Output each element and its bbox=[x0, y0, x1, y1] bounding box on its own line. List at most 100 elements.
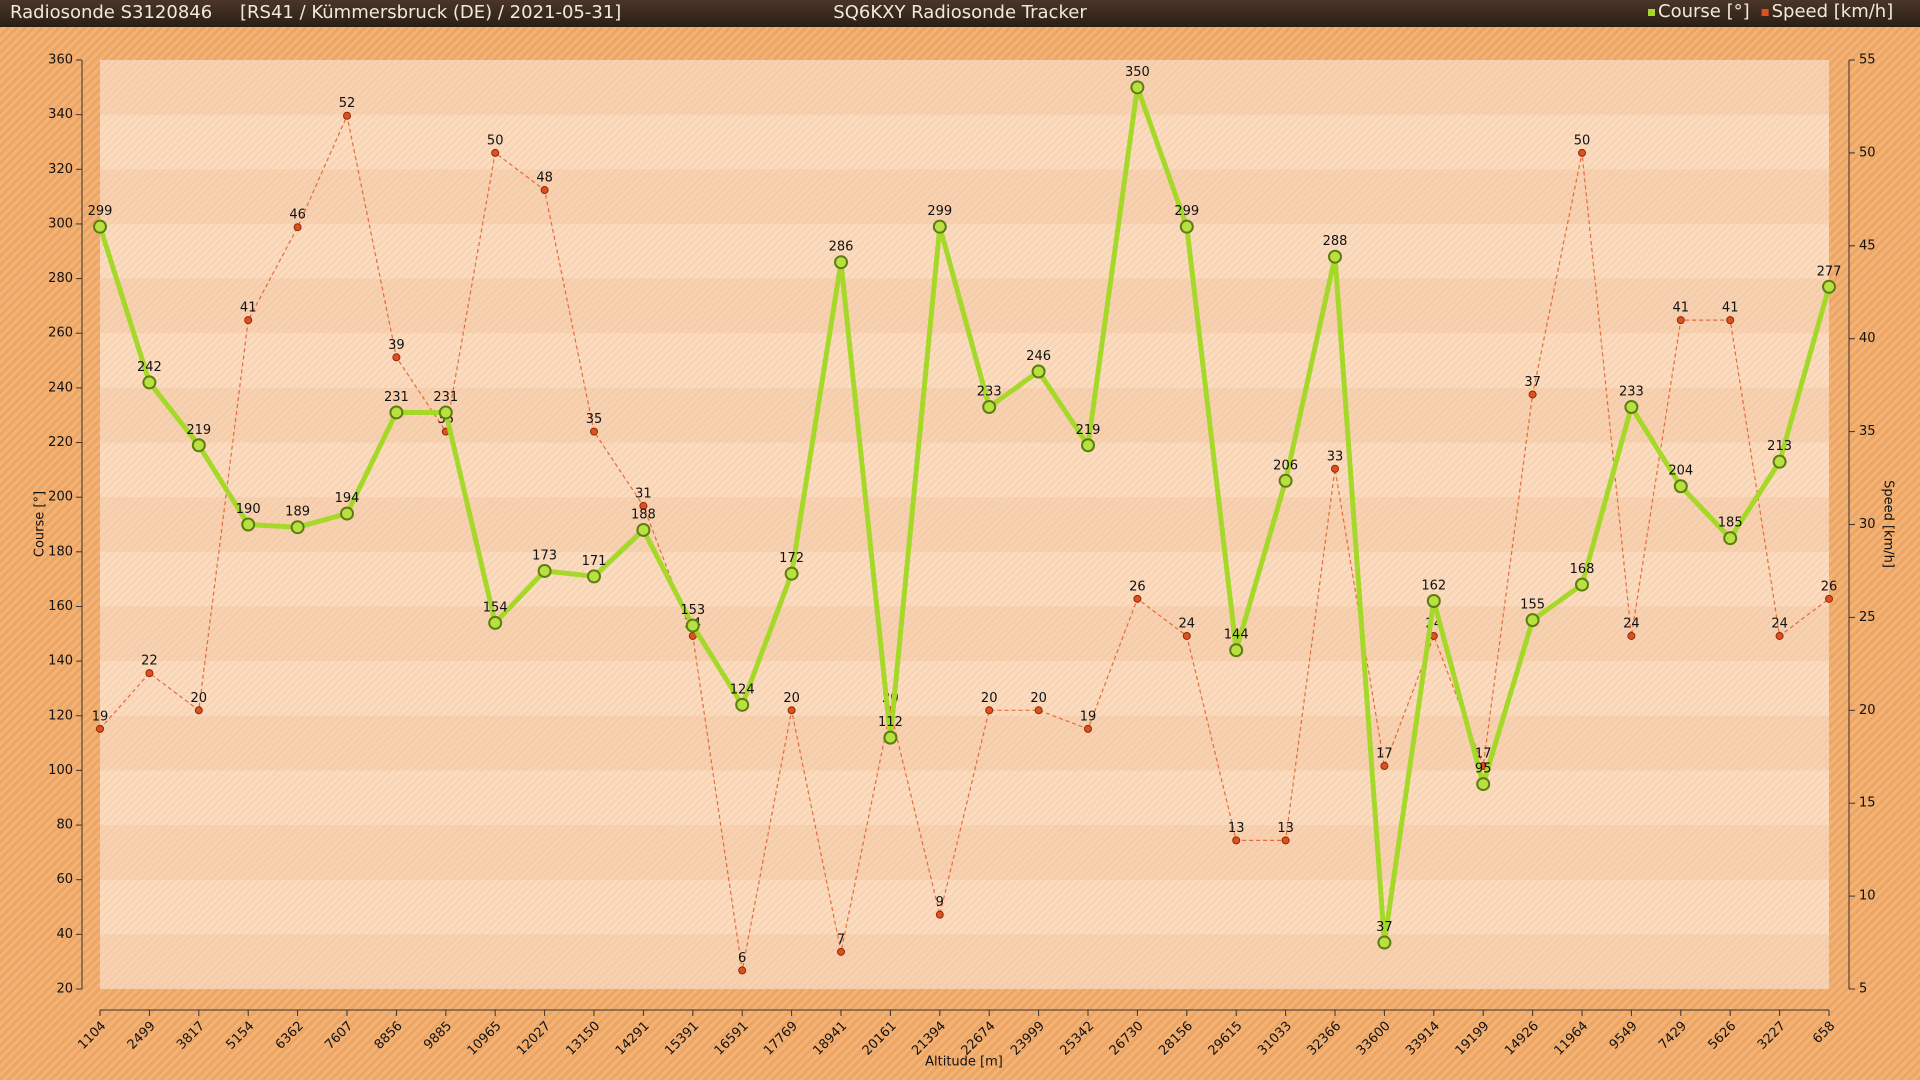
speed-point bbox=[1084, 724, 1092, 733]
speed-point bbox=[590, 427, 598, 436]
course-point bbox=[735, 697, 750, 712]
course-point bbox=[438, 405, 453, 420]
y-tick-label: 200 bbox=[48, 490, 73, 505]
chart-title: SQ6KXY Radiosonde Tracker bbox=[833, 2, 1087, 23]
data-label: 33 bbox=[1327, 449, 1344, 464]
speed-point bbox=[1380, 762, 1389, 771]
speed-point bbox=[1133, 594, 1142, 603]
data-label: 233 bbox=[977, 385, 1002, 400]
data-label: 299 bbox=[1174, 204, 1199, 219]
data-label: 185 bbox=[1718, 516, 1743, 531]
y2-tick-label: 35 bbox=[1859, 424, 1876, 439]
course-point bbox=[1723, 531, 1738, 546]
course-point bbox=[93, 219, 107, 234]
plot-band bbox=[100, 60, 1829, 115]
course-point bbox=[191, 438, 206, 453]
y2-tick-label: 55 bbox=[1859, 53, 1876, 68]
data-label: 41 bbox=[1722, 301, 1739, 316]
course-point bbox=[1476, 777, 1491, 792]
data-label: 19 bbox=[1080, 709, 1097, 724]
y-tick-label: 280 bbox=[48, 271, 73, 286]
speed-point bbox=[1281, 836, 1290, 845]
speed-point bbox=[738, 966, 747, 975]
data-label: 286 bbox=[829, 240, 854, 255]
y-tick-label: 20 bbox=[56, 982, 73, 997]
course-point bbox=[587, 569, 601, 584]
y2-tick-label: 15 bbox=[1859, 796, 1876, 811]
plot-band bbox=[100, 497, 1829, 552]
y-tick-label: 60 bbox=[56, 872, 73, 887]
data-label: 299 bbox=[927, 204, 952, 219]
plot-band bbox=[100, 715, 1829, 771]
data-label: 277 bbox=[1817, 264, 1842, 279]
course-point bbox=[784, 566, 799, 581]
data-label: 171 bbox=[582, 554, 607, 569]
y-tick-label: 40 bbox=[56, 927, 73, 942]
data-label: 41 bbox=[1673, 301, 1690, 316]
speed-point bbox=[540, 186, 549, 195]
data-label: 162 bbox=[1421, 579, 1446, 594]
speed-point bbox=[145, 669, 154, 678]
data-label: 112 bbox=[878, 715, 903, 730]
course-point bbox=[488, 615, 503, 630]
data-label: 26 bbox=[1129, 579, 1146, 594]
data-label: 13 bbox=[1228, 821, 1245, 836]
course-point bbox=[290, 520, 305, 535]
data-label: 37 bbox=[1376, 920, 1393, 935]
course-point bbox=[1229, 643, 1244, 658]
speed-point bbox=[96, 724, 104, 733]
speed-point bbox=[343, 111, 351, 120]
data-label: 20 bbox=[1030, 691, 1047, 706]
course-point bbox=[1328, 249, 1342, 264]
data-label: 204 bbox=[1668, 464, 1693, 479]
data-label: 190 bbox=[236, 502, 261, 517]
data-label: 153 bbox=[680, 603, 705, 618]
data-label: 350 bbox=[1125, 65, 1150, 80]
course-point bbox=[1525, 613, 1540, 628]
y2-tick-label: 50 bbox=[1859, 145, 1876, 160]
speed-point bbox=[1182, 631, 1191, 640]
data-label: 24 bbox=[1771, 616, 1788, 631]
plot-area bbox=[100, 60, 1829, 989]
data-label: 24 bbox=[1179, 616, 1196, 631]
course-point bbox=[241, 517, 256, 532]
data-label: 219 bbox=[186, 423, 211, 438]
y2-tick-label: 20 bbox=[1859, 703, 1876, 718]
data-label: 206 bbox=[1273, 458, 1298, 473]
data-label: 6 bbox=[738, 951, 746, 966]
speed-point bbox=[293, 223, 302, 232]
y-tick-label: 160 bbox=[48, 599, 73, 614]
y-tick-label: 140 bbox=[48, 654, 73, 669]
data-label: 124 bbox=[730, 682, 755, 697]
speed-line bbox=[99, 115, 1830, 972]
y2-axis-title: Speed [km/h] bbox=[1881, 480, 1896, 568]
legend-label: Speed [km/h] bbox=[1772, 1, 1894, 22]
course-point bbox=[636, 522, 651, 537]
y-tick-label: 340 bbox=[48, 107, 73, 122]
data-label: 26 bbox=[1821, 579, 1838, 594]
course-point bbox=[1673, 479, 1688, 494]
data-label: 31 bbox=[635, 486, 652, 501]
speed-point bbox=[1578, 148, 1586, 157]
data-label: 35 bbox=[586, 412, 603, 427]
data-label: 13 bbox=[1277, 821, 1294, 836]
data-label: 299 bbox=[88, 204, 113, 219]
y-tick-label: 320 bbox=[48, 162, 73, 177]
y-tick-label: 240 bbox=[48, 380, 73, 395]
course-point bbox=[685, 618, 700, 633]
data-label: 17 bbox=[1376, 747, 1393, 762]
data-label: 219 bbox=[1076, 423, 1101, 438]
course-point bbox=[1278, 473, 1293, 488]
data-label: 41 bbox=[240, 301, 257, 316]
course-point bbox=[1575, 577, 1589, 592]
course-point bbox=[1130, 80, 1145, 95]
data-label: 22 bbox=[141, 654, 158, 669]
speed-point bbox=[639, 501, 648, 510]
y2-tick-label: 5 bbox=[1859, 982, 1867, 997]
speed-point bbox=[392, 353, 401, 362]
x-axis-title: Altitude [m] bbox=[925, 1055, 1003, 1070]
legend-label: Course [°] bbox=[1658, 1, 1750, 22]
course-point bbox=[142, 375, 157, 390]
speed-point bbox=[1825, 594, 1833, 603]
subtitle: Radiosonde S3120846 bbox=[10, 2, 212, 23]
